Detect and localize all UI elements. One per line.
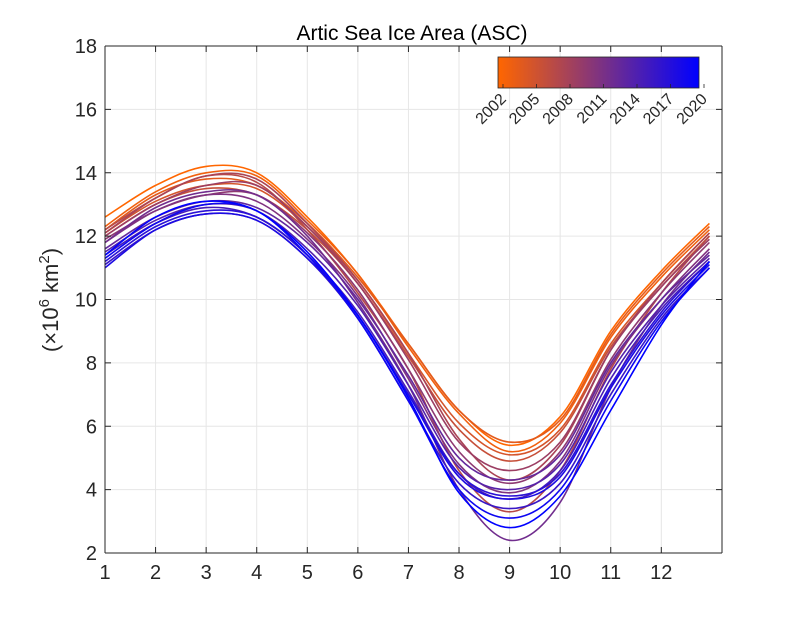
colorbar [497, 56, 705, 89]
y-tick-label: 2 [86, 543, 97, 565]
y-axis-label: (×106 km2) [36, 248, 63, 352]
y-label-exp2: 2 [36, 255, 53, 263]
x-tick-label: 3 [201, 562, 212, 584]
y-tick-label: 12 [75, 226, 97, 248]
x-tick-label: 7 [403, 562, 414, 584]
chart-title: Artic Sea Ice Area (ASC) [296, 22, 527, 45]
x-tick-label: 11 [600, 562, 621, 584]
y-tick-label: 16 [75, 99, 97, 121]
y-tick-label: 18 [75, 36, 97, 58]
series-line-2003 [104, 169, 710, 453]
series-lines [104, 164, 711, 542]
x-tick-label: 12 [650, 562, 672, 584]
y-label-km: km [38, 264, 63, 299]
x-tick-label: 2 [150, 562, 161, 584]
y-tick-label: 8 [86, 353, 97, 375]
series-line-2006 [104, 187, 710, 462]
y-tick-label: 4 [86, 480, 97, 502]
y-tick-label: 6 [86, 416, 97, 438]
series-line-2018 [104, 212, 710, 500]
x-tick-label: 5 [302, 562, 313, 584]
series-line-2020 [104, 200, 711, 529]
x-tick-labels: 1 2 3 4 5 6 7 8 9 10 11 12 [99, 562, 672, 584]
x-tick-label: 10 [549, 562, 571, 584]
x-tick-label: 1 [99, 562, 110, 584]
x-tick-label: 9 [504, 562, 515, 584]
colorbar-gradient [497, 56, 700, 89]
y-label-open: (×10 [38, 307, 63, 352]
y-tick-label: 10 [75, 290, 97, 312]
series-line-2015 [104, 206, 710, 500]
series-line-2009 [104, 180, 710, 472]
y-label-exp6: 6 [36, 299, 53, 307]
series-line-2019 [104, 202, 710, 519]
x-tick-label: 8 [453, 562, 464, 584]
y-tick-label: 14 [75, 163, 97, 185]
series-line-2004 [104, 177, 710, 444]
axes [104, 45, 723, 554]
x-tick-label: 4 [251, 562, 262, 584]
y-tick-labels: 2 4 6 8 10 12 14 16 18 [75, 36, 97, 565]
x-tick-label: 6 [352, 562, 363, 584]
series-line-2011 [104, 193, 710, 494]
y-label-close: ) [38, 248, 63, 255]
